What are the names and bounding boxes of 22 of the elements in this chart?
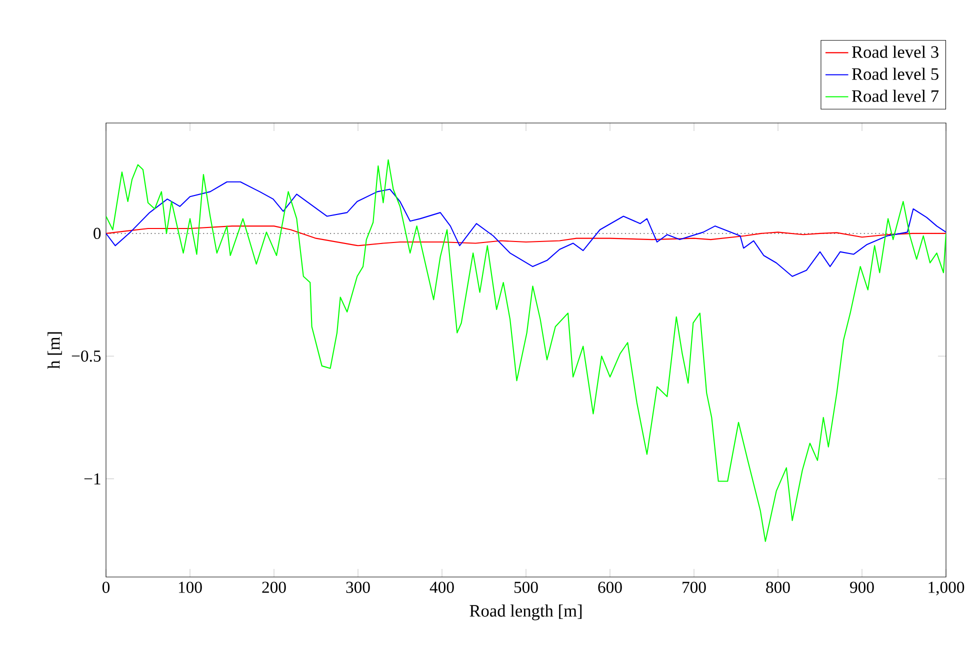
x-tick-label: 0 [102,582,110,593]
x-tick-label: 400 [430,582,454,593]
x-tick-label: 800 [766,582,790,593]
x-axis-title: Road length [m] [470,604,582,620]
line-series [106,181,946,277]
legend-label: Road level 7 [852,90,939,102]
x-tick-label: 600 [598,582,622,593]
legend-label: Road level 3 [852,46,938,58]
y-tick-label: −1 [84,473,100,484]
x-tick-label: 200 [262,582,286,593]
y-tick-label: 0 [94,228,101,240]
x-tick-label: 300 [346,582,370,593]
y-axis-title: h [m] [48,332,62,369]
line-series [106,226,946,246]
legend-label: Road level 5 [852,68,938,80]
x-tick-label: 500 [514,582,538,593]
x-tick-label: 700 [682,582,706,593]
x-tick-label: 1,000 [928,582,964,596]
x-tick-label: 900 [850,582,874,593]
y-tick-label: −0.5 [72,350,101,362]
x-tick-label: 100 [178,582,202,593]
line-series [106,159,946,542]
